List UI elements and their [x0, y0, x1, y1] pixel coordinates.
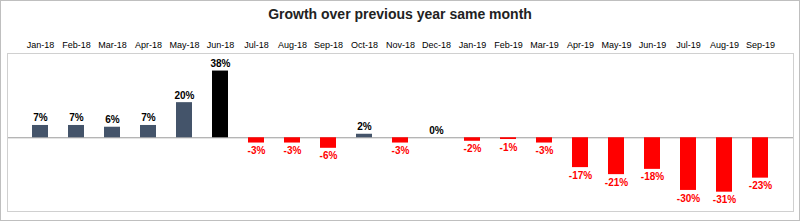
- svg-text:7%: 7%: [141, 112, 156, 123]
- svg-text:Sep-18: Sep-18: [314, 40, 343, 50]
- svg-text:Apr-19: Apr-19: [567, 40, 594, 50]
- svg-text:-3%: -3%: [536, 145, 554, 156]
- svg-text:Jun-19: Jun-19: [639, 40, 667, 50]
- svg-text:-3%: -3%: [284, 145, 302, 156]
- svg-text:Jul-18: Jul-18: [244, 40, 269, 50]
- svg-text:-3%: -3%: [392, 145, 410, 156]
- svg-text:Feb-19: Feb-19: [494, 40, 523, 50]
- svg-text:Jun-18: Jun-18: [207, 40, 235, 50]
- svg-text:-31%: -31%: [713, 194, 736, 205]
- svg-text:38%: 38%: [210, 58, 230, 69]
- svg-text:Oct-18: Oct-18: [351, 40, 378, 50]
- svg-text:Sep-19: Sep-19: [746, 40, 775, 50]
- svg-text:Jan-19: Jan-19: [459, 40, 487, 50]
- svg-text:Aug-18: Aug-18: [278, 40, 307, 50]
- svg-text:May-18: May-18: [169, 40, 199, 50]
- svg-text:Feb-18: Feb-18: [62, 40, 91, 50]
- svg-text:-6%: -6%: [320, 150, 338, 161]
- svg-text:-23%: -23%: [749, 180, 772, 191]
- svg-text:6%: 6%: [105, 114, 120, 125]
- svg-text:0%: 0%: [429, 125, 444, 136]
- svg-text:Jul-19: Jul-19: [676, 40, 701, 50]
- svg-text:Mar-19: Mar-19: [530, 40, 559, 50]
- svg-text:Aug-19: Aug-19: [710, 40, 739, 50]
- svg-text:20%: 20%: [174, 90, 194, 101]
- svg-text:-1%: -1%: [500, 142, 518, 153]
- html-text:Growth over previous year same: Growth over previous year same month: [268, 6, 532, 22]
- svg-text:Apr-18: Apr-18: [135, 40, 162, 50]
- svg-text:Mar-18: Mar-18: [98, 40, 127, 50]
- svg-text:-18%: -18%: [641, 171, 664, 182]
- svg-text:7%: 7%: [69, 112, 84, 123]
- svg-text:2%: 2%: [357, 121, 372, 132]
- svg-text:Dec-18: Dec-18: [422, 40, 451, 50]
- svg-text:-17%: -17%: [569, 170, 592, 181]
- svg-text:-30%: -30%: [677, 193, 700, 204]
- svg-text:May-19: May-19: [601, 40, 631, 50]
- svg-text:-21%: -21%: [605, 177, 628, 188]
- svg-text:-2%: -2%: [464, 143, 482, 154]
- svg-text:7%: 7%: [33, 112, 48, 123]
- svg-text:-3%: -3%: [248, 145, 266, 156]
- svg-text:Jan-18: Jan-18: [27, 40, 55, 50]
- svg-text:Nov-18: Nov-18: [386, 40, 415, 50]
